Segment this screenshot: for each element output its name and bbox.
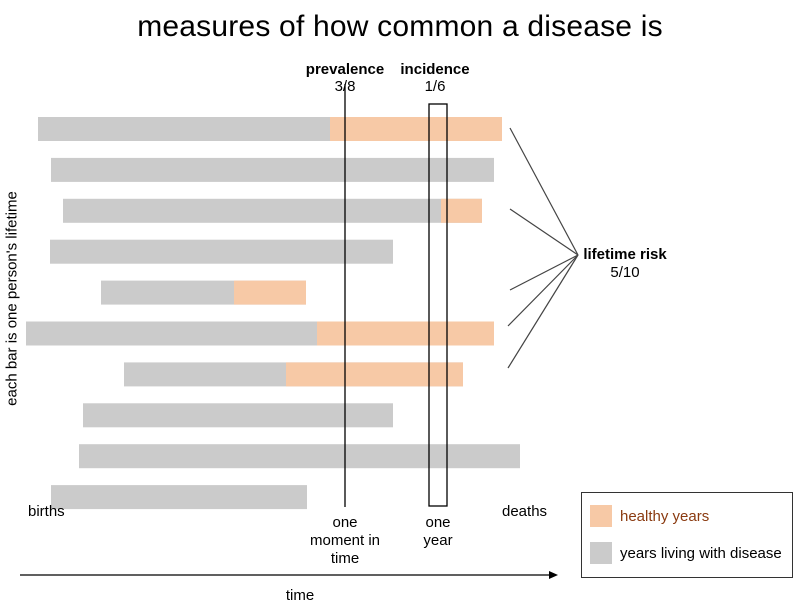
moment-label-line1: one — [332, 514, 358, 531]
lifetime-risk-value: 5/10 — [610, 264, 640, 281]
lifetime-risk-title: lifetime risk — [583, 246, 667, 263]
lifetime-bar-4 — [50, 239, 393, 264]
risk-connector — [509, 127, 579, 256]
lifetime-bar-10 — [51, 485, 307, 510]
risk-connector — [509, 254, 579, 291]
births-label: births — [28, 503, 65, 520]
lifetime-bar-5-segment — [234, 280, 306, 305]
diagram-title: measures of how common a disease is — [137, 10, 663, 43]
lifetime-bars — [26, 117, 520, 510]
moment-label-line2: moment in — [309, 532, 381, 549]
legend-item-healthy: healthy years — [590, 505, 709, 527]
legend-healthy-label: healthy years — [620, 507, 710, 525]
lifetime-bar-1-segment — [330, 117, 502, 141]
time-axis-label: time — [285, 587, 315, 604]
lifetime-bar-8 — [83, 403, 393, 428]
risk-connector — [507, 254, 579, 369]
deaths-label: deaths — [502, 503, 548, 520]
lifetime-bar-7-segment — [286, 362, 463, 387]
incidence-title: incidence — [400, 61, 470, 78]
risk-connector — [509, 208, 579, 256]
prevalence-title: prevalence — [305, 61, 385, 78]
healthy-swatch — [590, 505, 612, 527]
moment-label-line3: time — [330, 550, 360, 567]
lifetime-bar-9 — [79, 444, 520, 469]
lifetime-bar-6-segment — [317, 321, 494, 346]
lifetime-bar-2 — [51, 157, 494, 182]
time-axis-arrow — [20, 571, 558, 579]
disease-swatch — [590, 542, 612, 564]
lifetime-bar-3 — [63, 198, 482, 223]
incidence-window — [428, 103, 448, 507]
lifetime-risk-connectors — [507, 127, 579, 369]
legend-disease-label: years living with disease — [620, 544, 782, 562]
legend-item-disease: years living with disease — [590, 542, 782, 564]
prevalence-value: 3/8 — [334, 78, 356, 95]
legend: healthy years years living with disease — [581, 492, 793, 578]
risk-connector — [507, 254, 579, 327]
lifetime-bar-3-segment — [441, 198, 482, 223]
incidence-value: 1/6 — [424, 78, 446, 95]
year-label-line2: year — [423, 532, 453, 549]
year-label-line1: one — [425, 514, 451, 531]
